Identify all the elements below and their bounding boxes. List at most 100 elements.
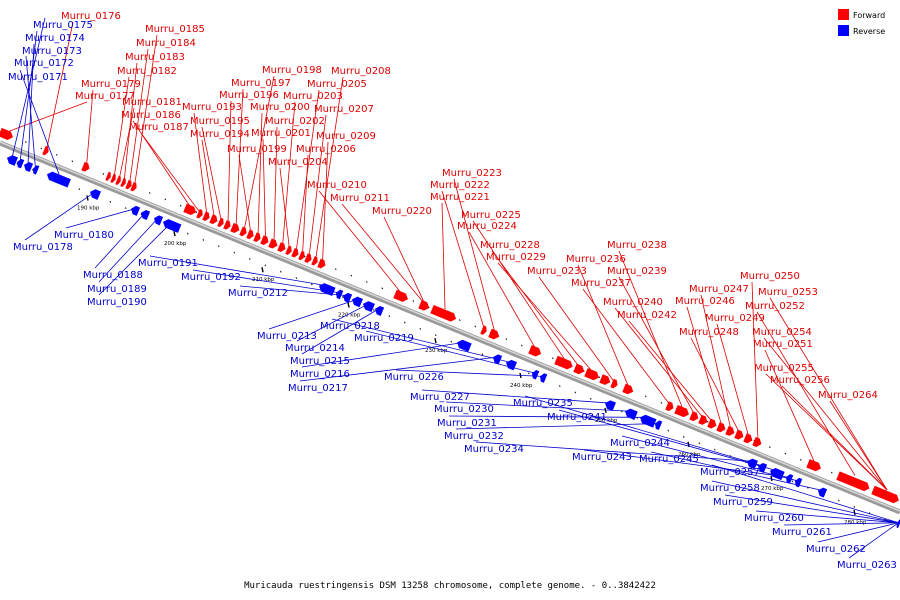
scale-dot [233, 251, 236, 254]
gene-label: Murru_0195 [190, 116, 250, 127]
reverse-gene [352, 296, 363, 308]
forward-gene [622, 383, 634, 395]
gene-label: Murru_0249 [705, 313, 765, 324]
gene-label: Murru_0247 [689, 284, 749, 295]
label-leader-line [829, 400, 888, 491]
scale-dot [56, 153, 58, 156]
scale-dot [853, 505, 856, 508]
reverse-gene [604, 400, 616, 412]
label-leader-line [279, 167, 290, 250]
forward-gene [217, 217, 224, 227]
label-leader-line [468, 231, 537, 350]
gene-label: Murru_0216 [290, 369, 350, 380]
gene-label: Murru_0203 [283, 91, 343, 102]
gene-label: Murru_0242 [617, 310, 677, 321]
reverse-gene [786, 474, 794, 484]
gene-label: Murru_0262 [806, 544, 866, 555]
label-leader-line [262, 138, 266, 240]
scale-dot [109, 200, 112, 203]
label-leader-line [700, 294, 732, 431]
gene-label: Murru_0207 [314, 104, 374, 115]
label-leader-line [299, 356, 498, 382]
reverse-gene [505, 359, 517, 371]
gene-label: Murru_0233 [527, 266, 587, 277]
forward-gene [0, 127, 13, 140]
label-leader-line [628, 320, 714, 423]
gene-label: Murru_0261 [772, 527, 832, 538]
scale-tick-mark [853, 509, 856, 516]
forward-gene [871, 485, 899, 504]
label-leader-line [583, 449, 790, 478]
gene-label: Murru_0241 [547, 412, 607, 423]
forward-gene [610, 378, 618, 389]
label-leader-line [765, 373, 888, 491]
scale-dot [419, 328, 422, 330]
forward-gene [115, 175, 121, 185]
label-leader-line [781, 385, 888, 491]
gene-label: Murru_0234 [464, 444, 524, 455]
reverse-gene [23, 162, 34, 173]
gene-label: Murru_0198 [262, 65, 322, 76]
label-leader-line [614, 307, 705, 420]
gene-label: Murru_0253 [758, 287, 818, 298]
scale-dot [304, 255, 306, 258]
gene-label: Murru_0177 [75, 91, 135, 102]
label-leader-line [11, 17, 46, 158]
scale-dot [373, 308, 375, 311]
scale-dot [249, 258, 251, 260]
label-leader-line [318, 190, 403, 295]
scale-dot [481, 353, 484, 356]
gene-label: Murru_0245 [639, 454, 699, 465]
label-leader-line [113, 76, 130, 178]
label-leader-line [783, 522, 899, 526]
label-leader-line [315, 76, 344, 261]
gene-label: Murru_0220 [372, 206, 432, 217]
gene-label: Murru_0228 [480, 240, 540, 251]
reverse-gene [770, 468, 785, 481]
figure-caption: Muricauda ruestringensis DSM 13258 chrom… [244, 581, 656, 591]
reverse-gene [654, 420, 663, 430]
forward-gene [480, 325, 487, 335]
label-leader-line [441, 202, 446, 310]
label-leader-line [491, 250, 581, 368]
scale-dot [831, 471, 833, 474]
label-leader-line [65, 208, 136, 229]
scale-dot [707, 420, 709, 423]
forward-gene [665, 401, 674, 412]
reverse-gene [818, 487, 828, 498]
label-leader-line [764, 349, 816, 464]
gene-label: Murru_0212 [228, 288, 288, 299]
label-leader-line [453, 178, 496, 334]
forward-gene [418, 300, 430, 311]
gene-label: Murru_0210 [307, 180, 367, 191]
forward-gene [554, 355, 573, 370]
label-leader-line [475, 441, 753, 462]
label-leader-line [193, 112, 208, 216]
forward-gene [743, 433, 753, 444]
label-leader-line [98, 217, 159, 283]
scale-dot [450, 340, 453, 343]
forward-gene [209, 214, 218, 225]
genome-backbone-highlight [0, 141, 900, 512]
gene-label: Murru_0225 [461, 210, 521, 221]
scale-dot [195, 211, 198, 213]
label-leader-line [365, 330, 536, 374]
label-leader-line [711, 480, 899, 524]
forward-gene [393, 289, 408, 302]
gene-label: Murru_0201 [251, 128, 311, 139]
label-leader-line [94, 212, 146, 269]
label-leaders [6, 17, 899, 559]
forward-gene [689, 411, 699, 422]
gene-label: Murru_0258 [700, 483, 760, 494]
gene-label: Murru_0226 [384, 372, 444, 383]
scale-dot [149, 192, 151, 194]
label-leader-line [227, 100, 232, 225]
scale-dot [528, 372, 530, 375]
scale-dot [698, 442, 701, 445]
scale-dot [32, 169, 34, 171]
forward-gene [223, 220, 231, 230]
reverse-gene [746, 458, 758, 470]
forward-gene [260, 235, 269, 246]
scale-dot [598, 376, 601, 379]
gene-label: Murru_0173 [22, 46, 82, 57]
